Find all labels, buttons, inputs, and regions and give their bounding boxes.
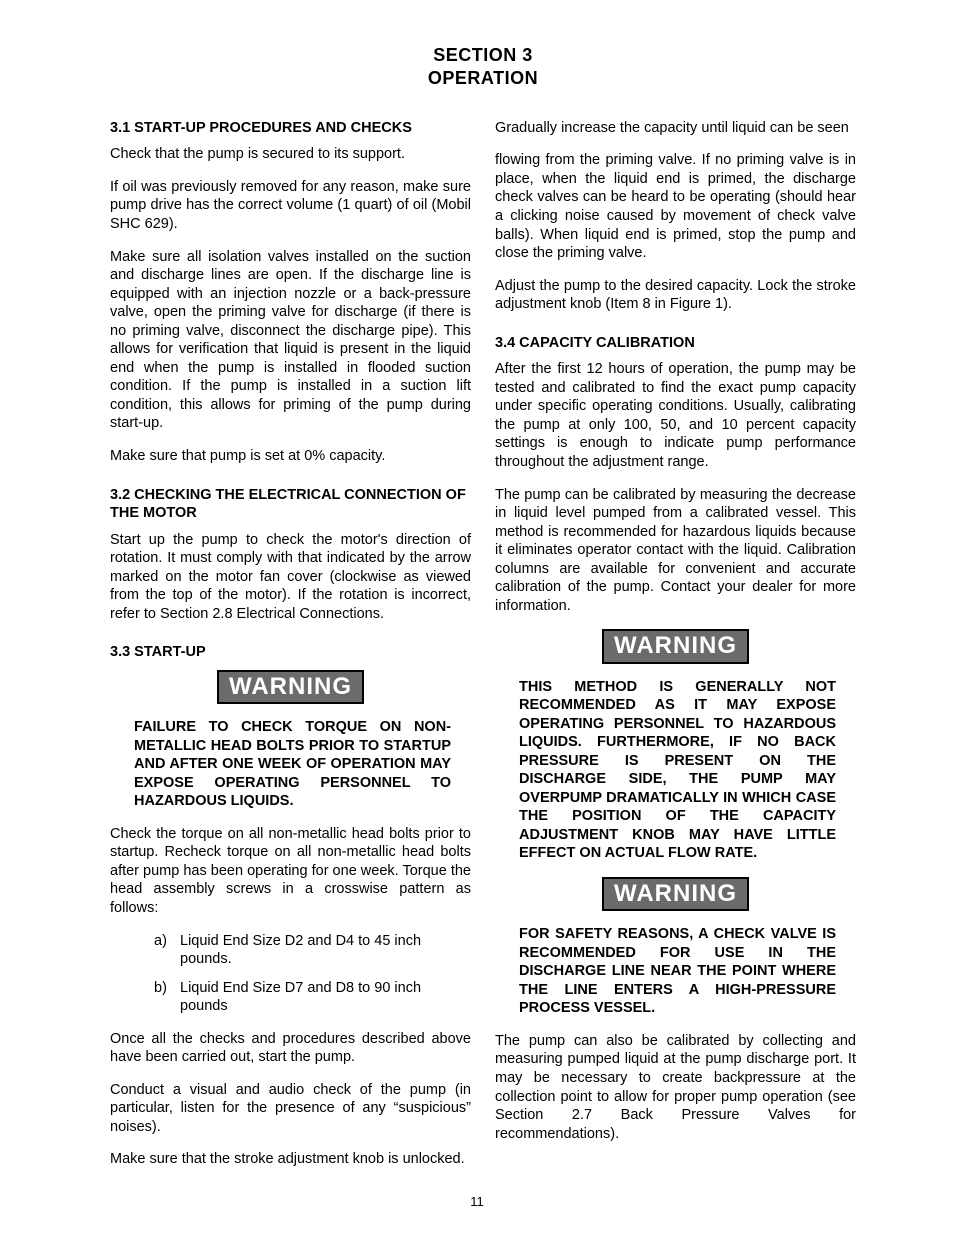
warning-label: WARNING: [217, 670, 364, 704]
list-item: a) Liquid End Size D2 and D4 to 45 inch …: [154, 932, 471, 969]
warning-label: WARNING: [602, 877, 749, 911]
body-paragraph: Check that the pump is secured to its su…: [110, 145, 471, 164]
body-paragraph: Gradually increase the capacity until li…: [495, 119, 856, 138]
two-column-body: 3.1 START-UP PROCEDURES AND CHECKS Check…: [110, 119, 856, 1189]
section-number: SECTION 3: [110, 44, 856, 67]
section-title: OPERATION: [110, 67, 856, 90]
body-paragraph: After the first 12 hours of operation, t…: [495, 360, 856, 471]
body-paragraph: If oil was previously removed for any re…: [110, 178, 471, 234]
body-paragraph: Make sure all isolation valves installed…: [110, 248, 471, 433]
list-text: Liquid End Size D7 and D8 to 90 inch pou…: [180, 979, 471, 1016]
body-paragraph: Adjust the pump to the desired capacity.…: [495, 277, 856, 314]
list-marker: a): [154, 932, 180, 969]
section-header: SECTION 3 OPERATION: [110, 44, 856, 91]
body-paragraph: Start up the pump to check the motor's d…: [110, 531, 471, 624]
body-paragraph: Once all the checks and procedures descr…: [110, 1030, 471, 1067]
body-paragraph: Check the torque on all non-metallic hea…: [110, 825, 471, 918]
list-marker: b): [154, 979, 180, 1016]
body-paragraph: flowing from the priming valve. If no pr…: [495, 151, 856, 262]
warning-label: WARNING: [602, 629, 749, 663]
body-paragraph: Conduct a visual and audio check of the …: [110, 1081, 471, 1137]
list-item: b) Liquid End Size D7 and D8 to 90 inch …: [154, 979, 471, 1016]
body-paragraph: Make sure that pump is set at 0% capacit…: [110, 447, 471, 466]
heading-3-1: 3.1 START-UP PROCEDURES AND CHECKS: [110, 119, 471, 138]
page-number: 11: [0, 1194, 954, 1209]
document-page: SECTION 3 OPERATION 3.1 START-UP PROCEDU…: [0, 0, 954, 1235]
heading-3-4: 3.4 CAPACITY CALIBRATION: [495, 334, 856, 353]
ordered-list: a) Liquid End Size D2 and D4 to 45 inch …: [154, 932, 471, 1016]
warning-text: THIS METHOD IS GENERALLY NOT RECOMMENDED…: [519, 678, 836, 863]
warning-badge: WARNING: [211, 670, 371, 704]
heading-3-2: 3.2 CHECKING THE ELECTRICAL CONNECTION O…: [110, 486, 471, 523]
heading-3-3: 3.3 START-UP: [110, 643, 471, 662]
warning-text: FOR SAFETY REASONS, A CHECK VALVE IS REC…: [519, 925, 836, 1018]
body-paragraph: Make sure that the stroke adjustment kno…: [110, 1150, 471, 1169]
warning-badge: WARNING: [596, 877, 756, 911]
body-paragraph: The pump can be calibrated by measuring …: [495, 486, 856, 616]
warning-text: FAILURE TO CHECK TORQUE ON NON-METALLIC …: [134, 718, 451, 811]
body-paragraph: The pump can also be calibrated by colle…: [495, 1032, 856, 1143]
list-text: Liquid End Size D2 and D4 to 45 inch pou…: [180, 932, 471, 969]
warning-badge: WARNING: [596, 629, 756, 663]
